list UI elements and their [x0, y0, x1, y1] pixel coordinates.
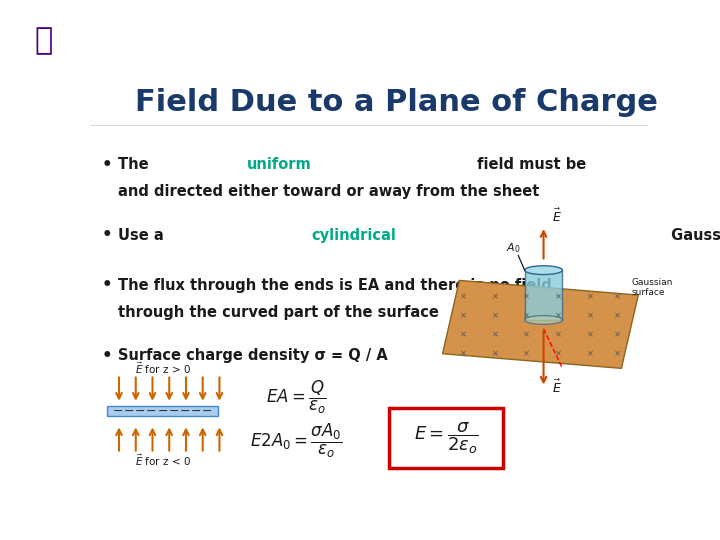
Text: −: − — [124, 404, 135, 417]
Text: ×: × — [555, 330, 562, 339]
Ellipse shape — [525, 266, 562, 274]
Text: cylindrical: cylindrical — [311, 228, 396, 243]
Text: ×: × — [523, 330, 530, 339]
Text: $\vec{E}$: $\vec{E}$ — [552, 379, 562, 396]
Text: •: • — [102, 226, 112, 244]
Text: −: − — [146, 404, 157, 417]
Text: uniform: uniform — [247, 157, 312, 172]
Text: $\vec{E}$ for z < 0: $\vec{E}$ for z < 0 — [135, 453, 191, 468]
Text: ×: × — [460, 330, 467, 339]
Text: ×: × — [492, 349, 499, 358]
Text: ×: × — [613, 330, 621, 339]
Text: ×: × — [523, 349, 530, 358]
Text: $A_0$: $A_0$ — [505, 241, 521, 255]
Text: ×: × — [460, 292, 467, 301]
Polygon shape — [443, 280, 638, 368]
Text: ×: × — [460, 349, 467, 358]
Text: Use a: Use a — [118, 228, 168, 243]
Text: −: − — [202, 404, 212, 417]
Polygon shape — [525, 270, 562, 320]
Text: 🦎: 🦎 — [34, 26, 53, 55]
Text: $E = \dfrac{\sigma}{2\varepsilon_o}$: $E = \dfrac{\sigma}{2\varepsilon_o}$ — [413, 420, 478, 456]
FancyBboxPatch shape — [389, 408, 503, 468]
Text: through the curved part of the surface: through the curved part of the surface — [118, 305, 438, 320]
Text: ×: × — [492, 330, 499, 339]
Text: ×: × — [586, 292, 593, 301]
Text: $E2A_0 = \dfrac{\sigma A_0}{\varepsilon_o}$: $E2A_0 = \dfrac{\sigma A_0}{\varepsilon_… — [250, 422, 343, 460]
Text: ×: × — [613, 349, 621, 358]
Text: Gaussian
surface: Gaussian surface — [632, 278, 673, 297]
Text: −: − — [168, 404, 179, 417]
Ellipse shape — [525, 315, 562, 325]
Text: ×: × — [523, 311, 530, 320]
Text: ×: × — [613, 311, 621, 320]
Text: ×: × — [555, 311, 562, 320]
Text: ×: × — [492, 311, 499, 320]
Text: Gaussian surface: Gaussian surface — [666, 228, 720, 243]
Text: −: − — [135, 404, 145, 417]
Text: −: − — [191, 404, 202, 417]
Text: ×: × — [613, 292, 621, 301]
Text: Field Due to a Plane of Charge: Field Due to a Plane of Charge — [135, 87, 658, 117]
Text: ×: × — [492, 292, 499, 301]
Text: Surface charge density σ = Q / A: Surface charge density σ = Q / A — [118, 348, 387, 363]
Text: ×: × — [586, 311, 593, 320]
Text: ×: × — [586, 330, 593, 339]
Text: ×: × — [555, 292, 562, 301]
Text: $EA = \dfrac{Q}{\varepsilon_o}$: $EA = \dfrac{Q}{\varepsilon_o}$ — [266, 379, 327, 416]
Text: ×: × — [586, 349, 593, 358]
Text: −: − — [112, 404, 123, 417]
Text: −: − — [157, 404, 168, 417]
Text: •: • — [102, 347, 112, 365]
Text: ×: × — [460, 311, 467, 320]
Text: ×: × — [555, 349, 562, 358]
Text: $\vec{E}$ for z > 0: $\vec{E}$ for z > 0 — [135, 361, 191, 376]
Text: •: • — [102, 276, 112, 294]
Text: •: • — [102, 156, 112, 173]
Text: field must be: field must be — [472, 157, 592, 172]
Text: ×: × — [523, 292, 530, 301]
Text: and directed either toward or away from the sheet: and directed either toward or away from … — [118, 184, 539, 199]
Text: $\vec{E}$: $\vec{E}$ — [552, 207, 562, 225]
Text: The: The — [118, 157, 153, 172]
Bar — [107, 406, 218, 416]
Text: −: − — [179, 404, 190, 417]
Text: The flux through the ends is EA and there is no field: The flux through the ends is EA and ther… — [118, 278, 552, 293]
